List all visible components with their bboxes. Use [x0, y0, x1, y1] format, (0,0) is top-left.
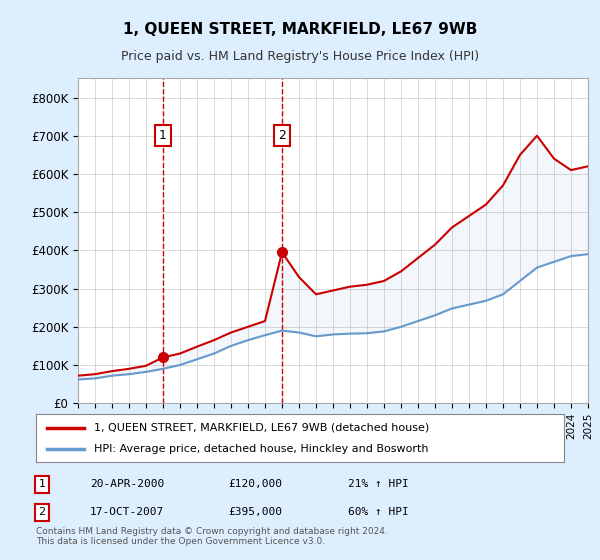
Text: HPI: Average price, detached house, Hinckley and Bosworth: HPI: Average price, detached house, Hinc… [94, 444, 428, 454]
Text: 21% ↑ HPI: 21% ↑ HPI [348, 479, 409, 489]
Text: 1: 1 [38, 479, 46, 489]
Text: 1: 1 [159, 129, 167, 142]
Text: 2: 2 [38, 507, 46, 517]
Text: 17-OCT-2007: 17-OCT-2007 [90, 507, 164, 517]
Text: Contains HM Land Registry data © Crown copyright and database right 2024.
This d: Contains HM Land Registry data © Crown c… [36, 526, 388, 546]
Text: 2: 2 [278, 129, 286, 142]
Text: £395,000: £395,000 [228, 507, 282, 517]
Text: £120,000: £120,000 [228, 479, 282, 489]
Text: 60% ↑ HPI: 60% ↑ HPI [348, 507, 409, 517]
Text: 1, QUEEN STREET, MARKFIELD, LE67 9WB: 1, QUEEN STREET, MARKFIELD, LE67 9WB [123, 22, 477, 38]
Text: 1, QUEEN STREET, MARKFIELD, LE67 9WB (detached house): 1, QUEEN STREET, MARKFIELD, LE67 9WB (de… [94, 423, 430, 433]
Text: Price paid vs. HM Land Registry's House Price Index (HPI): Price paid vs. HM Land Registry's House … [121, 50, 479, 63]
Text: 20-APR-2000: 20-APR-2000 [90, 479, 164, 489]
